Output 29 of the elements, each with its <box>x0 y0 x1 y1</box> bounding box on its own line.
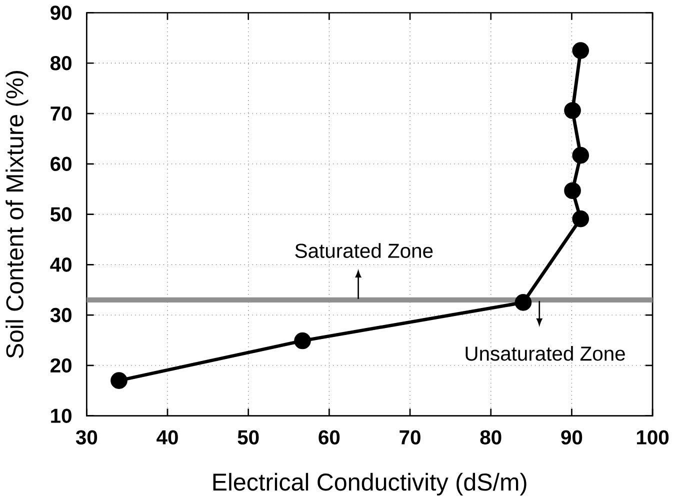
y-tick-label: 70 <box>50 106 72 121</box>
y-axis-title: Soil Content of Mixture (%) <box>6 71 28 358</box>
y-tick-label: 40 <box>50 257 72 272</box>
x-tick-label: 90 <box>561 430 582 444</box>
x-tick-label: 70 <box>400 430 420 444</box>
annotation: Saturated Zone <box>295 243 433 258</box>
point <box>572 146 590 164</box>
point <box>294 332 311 350</box>
y-tick-label: 30 <box>50 308 72 322</box>
y-tick-label: 50 <box>50 207 72 222</box>
point <box>514 294 532 311</box>
point <box>572 42 590 59</box>
x-tick-label: 60 <box>318 430 340 444</box>
point <box>572 210 590 228</box>
point <box>564 182 581 199</box>
point <box>110 372 128 389</box>
y-tick-label: 20 <box>50 358 72 373</box>
x-tick-label: 40 <box>156 430 178 444</box>
y-tick-label: 80 <box>50 56 72 70</box>
x-tick-label: 100 <box>636 430 669 444</box>
annotation: Unsaturated Zone <box>466 346 625 361</box>
y-tick-label: 90 <box>50 6 72 20</box>
y-tick-label: 60 <box>50 156 72 171</box>
x-tick-label: 50 <box>238 430 259 444</box>
x-axis-title: Electrical Conductivity (dS/m) <box>213 472 526 496</box>
x-tick-label: 30 <box>76 430 98 444</box>
x-tick-label: 80 <box>480 430 502 444</box>
point <box>564 102 581 119</box>
y-tick-label: 10 <box>51 408 72 423</box>
